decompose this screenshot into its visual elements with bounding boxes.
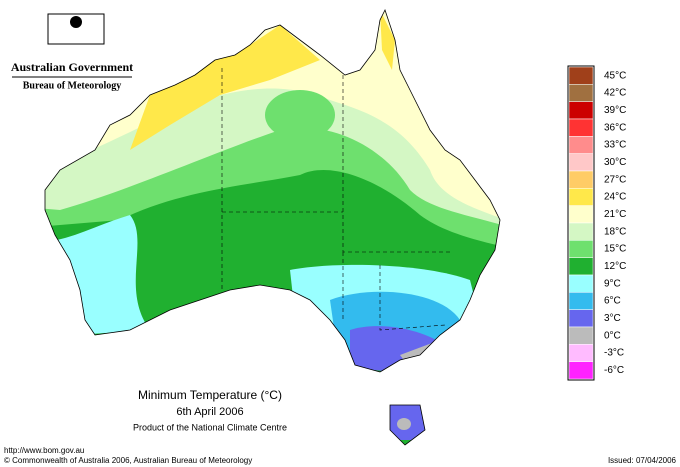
legend-swatch xyxy=(568,136,594,154)
legend-swatch xyxy=(568,118,594,137)
legend-label: -6°C xyxy=(604,365,624,376)
legend-swatch xyxy=(568,66,594,85)
legend-label: 0°C xyxy=(604,330,621,341)
legend-label: -3°C xyxy=(604,348,624,359)
map-title: Minimum Temperature (°C) xyxy=(138,388,282,402)
legend-swatch xyxy=(568,170,594,189)
logo xyxy=(47,13,105,45)
legend-swatch xyxy=(568,361,594,380)
legend-swatch xyxy=(568,240,594,258)
coastline xyxy=(44,8,501,446)
legend-label: 12°C xyxy=(604,261,626,272)
legend-swatch xyxy=(568,309,594,328)
map-date: 6th April 2006 xyxy=(176,406,243,418)
legend-swatch xyxy=(568,153,594,172)
legend-swatch xyxy=(568,222,594,241)
footer-issued: Issued: 07/04/2006 xyxy=(608,456,677,465)
footer-url: http://www.bom.gov.au xyxy=(4,446,84,455)
footer-copyright: © Commonwealth of Australia 2006, Austra… xyxy=(4,456,252,465)
legend-frame xyxy=(567,65,595,381)
legend-label: 24°C xyxy=(604,192,626,203)
legend-swatch xyxy=(568,84,594,102)
government-name: Australian Government xyxy=(11,60,133,74)
legend-label: 39°C xyxy=(604,105,626,116)
legend-swatch xyxy=(568,188,594,206)
legend-swatch xyxy=(568,326,594,345)
legend-label: 30°C xyxy=(604,157,626,168)
legend-label: 21°C xyxy=(604,209,626,220)
bureau-name: Bureau of Meteorology xyxy=(23,80,122,91)
legend-label: 3°C xyxy=(604,313,621,324)
legend-label: 45°C xyxy=(604,70,626,81)
legend-swatch xyxy=(568,257,594,276)
legend-swatch xyxy=(568,205,594,224)
state-borders xyxy=(221,68,450,331)
legend-swatch xyxy=(568,274,594,293)
legend-label: 36°C xyxy=(604,122,626,133)
legend-label: 9°C xyxy=(604,278,621,289)
legend-label: 42°C xyxy=(604,88,626,99)
legend-swatch xyxy=(568,292,594,310)
legend-swatch xyxy=(568,344,594,362)
legend-label: 6°C xyxy=(604,296,621,307)
legend-swatch xyxy=(568,101,594,120)
legend-label: 15°C xyxy=(604,244,626,255)
legend-label: 27°C xyxy=(604,174,626,185)
map-credit: Product of the National Climate Centre xyxy=(133,422,287,432)
legend-label: 33°C xyxy=(604,140,626,151)
legend: 45°C 42°C 39°C 36°C 33°C 30°C 27°C 24°C 21°C 18°C… xyxy=(568,66,626,380)
legend-label: 18°C xyxy=(604,226,626,237)
